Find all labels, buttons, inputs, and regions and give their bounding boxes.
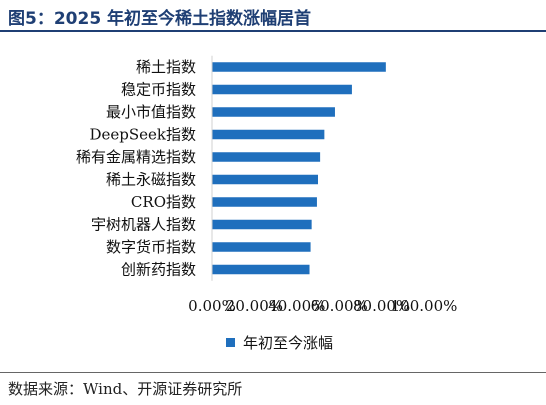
legend-label: 年初至今涨幅	[243, 334, 333, 352]
category-label: 数字货币指数	[106, 238, 196, 256]
title-divider	[0, 30, 546, 32]
category-label: 稀土永磁指数	[106, 171, 196, 189]
x-tick-label: 40.00%	[268, 297, 325, 315]
category-label: 最小市值指数	[106, 103, 196, 121]
category-label: 宇树机器人指数	[91, 216, 196, 234]
bar	[212, 152, 321, 162]
x-tick-label: 20.00%	[226, 297, 283, 315]
bar	[212, 219, 312, 230]
category-label: 创新药指数	[121, 261, 196, 279]
source-divider	[0, 372, 546, 373]
category-label: DeepSeek指数	[89, 126, 196, 144]
bar	[212, 107, 335, 117]
x-tick-label: 100.00%	[391, 297, 458, 315]
bar	[212, 197, 317, 207]
bar	[212, 174, 318, 185]
category-label: 稳定币指数	[121, 81, 196, 99]
bar	[212, 242, 311, 252]
chart-title: 图5：2025 年初至今稀土指数涨幅居首	[8, 9, 312, 29]
bar	[212, 129, 325, 140]
category-label: 稀土指数	[136, 58, 196, 76]
x-tick-label: 0.00%	[188, 297, 236, 315]
x-tick-label: 80.00%	[353, 297, 410, 315]
category-label: 稀有金属精选指数	[76, 148, 196, 166]
bar	[212, 62, 386, 72]
bar	[212, 84, 352, 95]
x-tick-label: 60.00%	[311, 297, 368, 315]
legend-swatch	[226, 338, 235, 347]
bar	[212, 264, 310, 275]
category-label: CRO指数	[131, 193, 196, 211]
source-note: 数据来源：Wind、开源证券研究所	[8, 380, 243, 398]
